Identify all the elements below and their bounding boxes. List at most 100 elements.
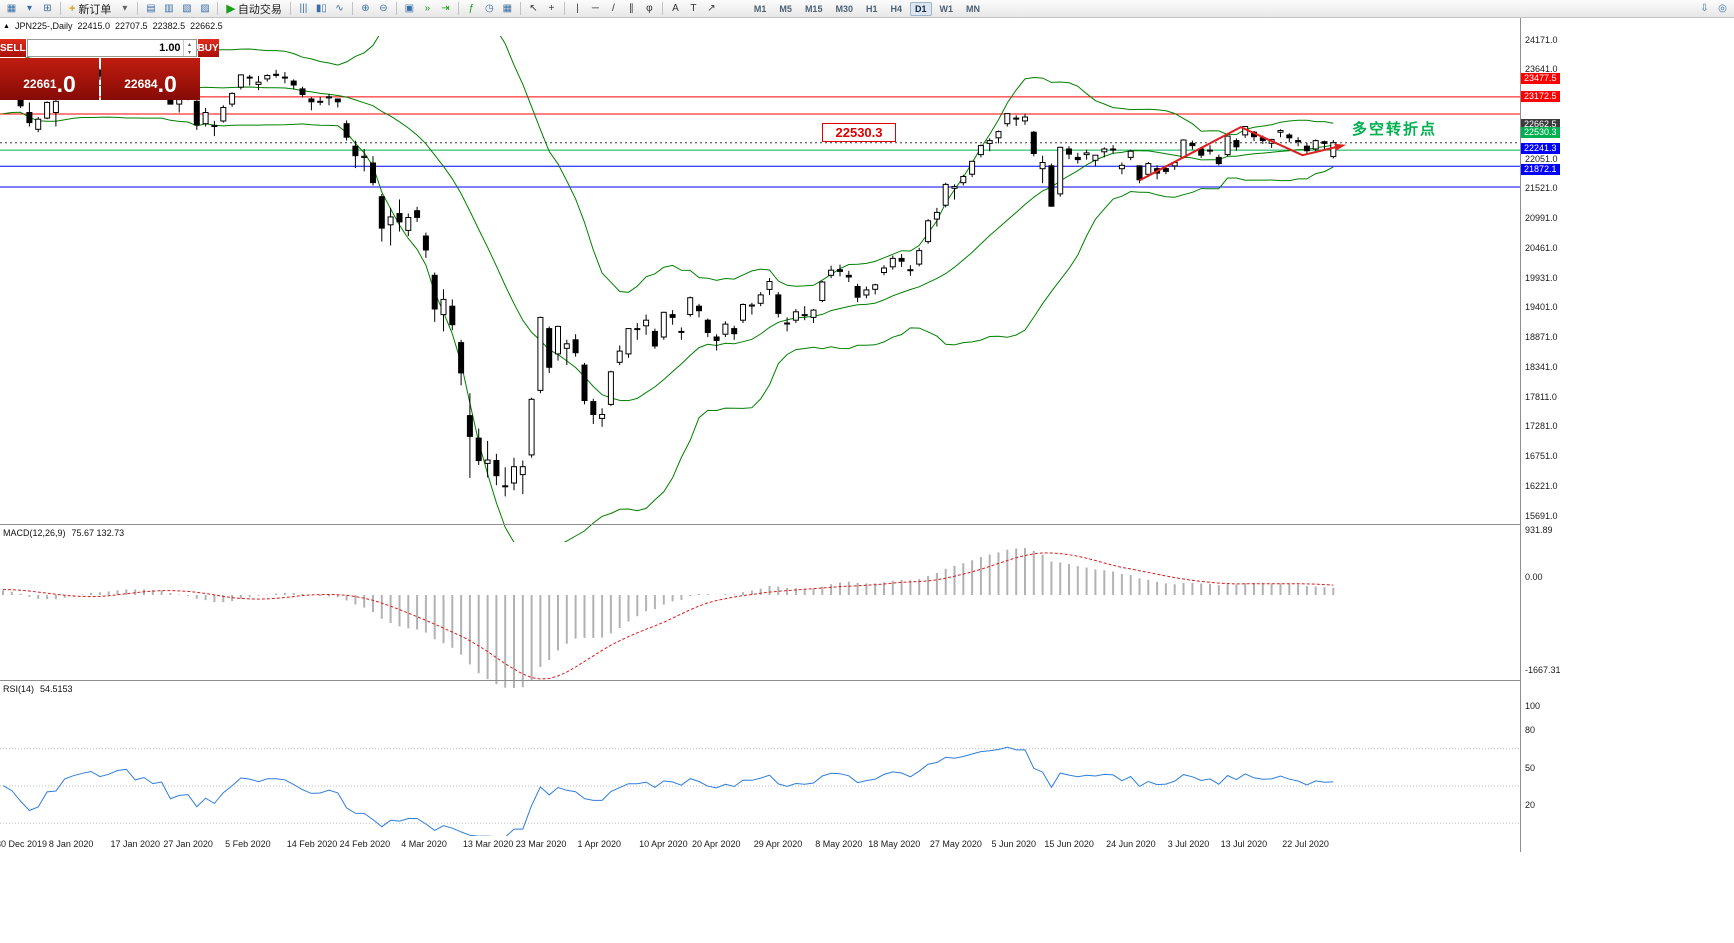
new-order-button[interactable]: + 新订单 (65, 1, 115, 17)
text-button[interactable]: A (667, 1, 684, 17)
arrows-button[interactable]: ↗ (703, 1, 720, 17)
text-label-icon: T (690, 3, 697, 14)
time-axis-label: 8 May 2020 (815, 839, 863, 849)
autotrade-button[interactable]: ▶ 自动交易 (222, 1, 285, 17)
trend-zigzag-line[interactable] (1139, 125, 1343, 182)
bar-chart-icon: ||| (299, 3, 308, 14)
ohlc-high: 22707.5 (115, 21, 148, 31)
bar-chart-button[interactable]: ||| (295, 1, 312, 17)
line-chart-button[interactable]: ∿ (331, 1, 348, 17)
chart-profiles-button[interactable]: ▾ (21, 1, 38, 17)
support-line-1-badge: 22241.3 (1521, 142, 1560, 154)
main-chart-canvas[interactable] (0, 36, 1520, 542)
timeframe-m1[interactable]: M1 (753, 3, 767, 14)
templates-button[interactable]: ▦ (499, 1, 516, 17)
time-axis[interactable]: 30 Dec 2019 8 Jan 2020 17 Jan 2020 27 Jan 2… (0, 836, 1520, 853)
text-icon: A (672, 3, 679, 14)
fibonacci-button[interactable]: φ (641, 1, 658, 17)
timeframe-m15[interactable]: M15 (804, 3, 823, 14)
navigator-button[interactable]: ▧ (178, 1, 195, 17)
chart-grid-button[interactable]: ⊞ (39, 1, 56, 17)
time-axis-label: 5 Feb 2020 (225, 839, 271, 849)
one-click-panel-toggle[interactable]: ▲ (3, 22, 10, 30)
price-tick: 17811.0 (1525, 391, 1557, 402)
toolbar-separator (217, 2, 219, 15)
autotrade-play-icon: ▶ (226, 3, 235, 15)
indicators-button[interactable]: ƒ (463, 1, 480, 17)
chart-shift-icon: ⇥ (441, 3, 450, 14)
candles (0, 60, 1337, 497)
panel-separator[interactable] (0, 680, 1734, 681)
price-axis[interactable]: 24171.023641.023111.022581.022051.021521… (1520, 18, 1734, 852)
macd-label: MACD(12,26,9) 75.67 132.73 (3, 528, 130, 538)
time-axis-label: 18 May 2020 (868, 839, 921, 849)
sell-price-button[interactable]: 22661.0 (0, 58, 99, 100)
market-watch-button[interactable]: ▤ (142, 1, 159, 17)
chart-shift-button[interactable]: ⇥ (437, 1, 454, 17)
rsi-line (2, 746, 1334, 838)
caret-down-icon: ▾ (122, 3, 128, 14)
volume-stepper: ▴ ▾ (182, 40, 196, 56)
zoom-out-button[interactable]: ⊖ (375, 1, 392, 17)
macd-name: MACD(12,26,9) (3, 528, 66, 538)
data-window-button[interactable]: ▥ (160, 1, 177, 17)
trend-arrow-head (1334, 143, 1346, 151)
panel-separator[interactable] (0, 524, 1734, 525)
crosshair-icon: + (548, 3, 555, 14)
buy-button[interactable]: BUY (197, 39, 219, 57)
sell-button[interactable]: SELL (0, 39, 26, 57)
zoom-in-button[interactable]: ⊕ (357, 1, 374, 17)
pivot-price-label[interactable]: 22530.3 (822, 123, 896, 142)
timeframe-w1[interactable]: W1 (939, 3, 954, 14)
crosshair-button[interactable]: + (543, 1, 560, 17)
turning-point-label[interactable]: 多空转折点 (1352, 121, 1438, 138)
buy-price-button[interactable]: 22684.0 (101, 58, 200, 100)
new-order-caret-button[interactable]: ▾ (116, 1, 133, 17)
auto-scroll-button[interactable]: » (419, 1, 436, 17)
timeframe-m5[interactable]: M5 (779, 3, 792, 14)
toolbar-separator (289, 2, 291, 15)
bollinger-upper-band (2, 36, 1334, 293)
time-axis-label: 1 Apr 2020 (577, 839, 622, 849)
trendline-button[interactable]: / (605, 1, 622, 17)
search-button[interactable]: ◎ (1714, 1, 1731, 17)
macd-panel-canvas[interactable] (0, 542, 1520, 698)
timeframe-h4[interactable]: H4 (890, 3, 902, 14)
macd-histogram (2, 548, 1335, 688)
price-tick: 16221.0 (1525, 480, 1558, 491)
timeframe-m30[interactable]: M30 (835, 3, 853, 14)
volume-up-icon[interactable]: ▴ (188, 41, 192, 48)
text-label-button[interactable]: T (685, 1, 702, 17)
price-tick: 19401.0 (1525, 302, 1558, 313)
channel-button[interactable]: ∥ (623, 1, 640, 17)
vertical-line-button[interactable]: | (569, 1, 586, 17)
periods-button[interactable]: ◷ (481, 1, 498, 17)
rsi-value: 54.5153 (40, 684, 73, 694)
timeframe-mn[interactable]: MN (966, 3, 981, 14)
rsi-axis-tick: 20 (1525, 799, 1536, 810)
rsi-axis-tick: 100 (1525, 700, 1541, 711)
tile-windows-icon: ▣ (404, 3, 415, 14)
timeframe-h1[interactable]: H1 (865, 3, 878, 14)
toolbar-separator (457, 2, 459, 15)
terminal-button[interactable]: ▨ (196, 1, 213, 17)
toolbar-separator (60, 2, 61, 15)
time-axis-label: 4 Mar 2020 (401, 839, 447, 849)
horizontal-line-button[interactable]: ─ (587, 1, 604, 17)
volume-input[interactable] (27, 40, 183, 56)
arrow-objects-icon: ↗ (707, 3, 716, 14)
timeframe-d1[interactable]: D1 (910, 1, 932, 16)
fibonacci-icon: φ (646, 3, 653, 14)
time-axis-label: 24 Feb 2020 (339, 839, 391, 849)
market-button[interactable]: ⇩ (1696, 1, 1713, 17)
candlestick-chart-button[interactable]: ▮▯ (313, 1, 330, 17)
volume-down-icon[interactable]: ▾ (188, 49, 192, 56)
time-axis-label: 30 Dec 2019 (0, 839, 48, 849)
periods-icon: ◷ (485, 3, 494, 14)
bollinger-lower-band (2, 111, 1334, 542)
rsi-panel-canvas[interactable] (0, 698, 1520, 854)
new-chart-button[interactable]: ▦ (3, 1, 20, 17)
vertical-line-icon: | (576, 3, 579, 14)
cursor-button[interactable]: ↖ (525, 1, 542, 17)
tile-windows-button[interactable]: ▣ (401, 1, 418, 17)
